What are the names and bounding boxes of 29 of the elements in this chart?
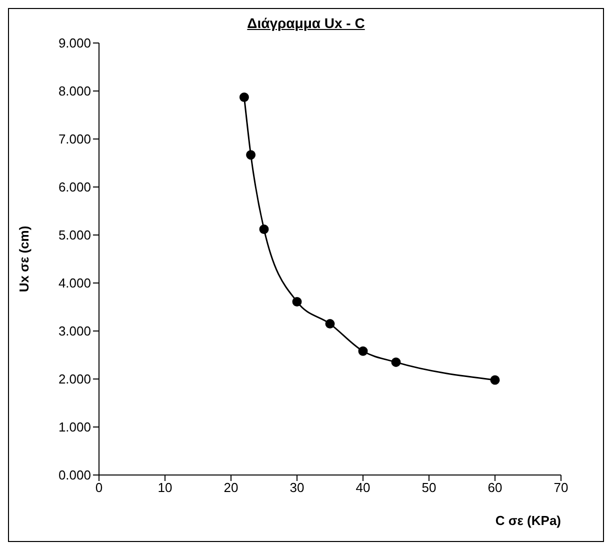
x-axis-title: C σε (KPa) (495, 513, 561, 528)
y-tick-label: 4.000 (58, 276, 91, 291)
point (246, 150, 256, 160)
point (292, 296, 302, 306)
point (490, 375, 500, 385)
x-tick-label: 10 (158, 480, 172, 496)
point (391, 357, 401, 367)
y-tick-label: 8.000 (58, 84, 91, 99)
y-tick-label: 5.000 (58, 228, 91, 243)
x-tick-label: 0 (95, 480, 103, 496)
chart-title: Διάγραμμα Ux - C (246, 14, 366, 33)
y-tick-label: 0.000 (58, 468, 91, 483)
point (259, 224, 269, 234)
x-tick-label: 50 (422, 480, 436, 496)
point (325, 319, 335, 329)
y-tick-label: 7.000 (58, 132, 91, 147)
x-tick-label: 20 (224, 480, 238, 496)
y-tick-label: 2.000 (58, 372, 91, 387)
point (239, 92, 249, 102)
y-tick-label: 1.000 (58, 420, 91, 435)
x-tick-label: 40 (356, 480, 370, 496)
x-tick-label: 70 (554, 480, 568, 496)
y-tick-label: 6.000 (58, 180, 91, 195)
y-tick-label: 9.000 (58, 36, 91, 51)
y-tick-label: 3.000 (58, 324, 91, 339)
y-axis-title: Ux σε (cm) (16, 226, 32, 292)
x-tick-label: 30 (290, 480, 304, 496)
x-tick-label: 60 (488, 480, 502, 496)
point (358, 346, 368, 356)
